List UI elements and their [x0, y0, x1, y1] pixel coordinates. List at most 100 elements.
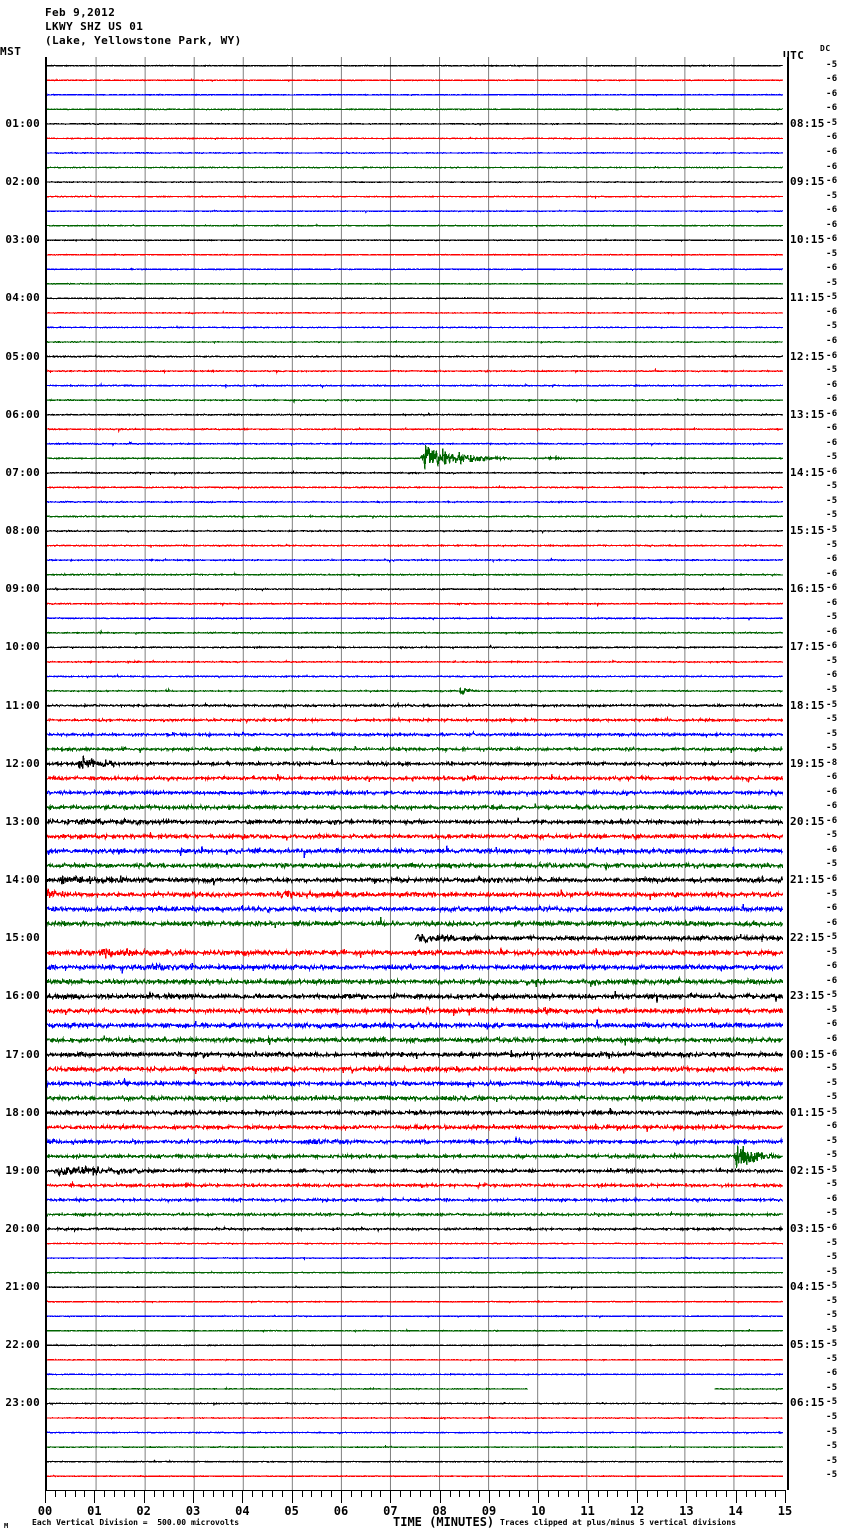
x-tick-minor [311, 1490, 312, 1497]
trace-row-31 [47, 513, 783, 520]
x-tick-minor [124, 1490, 125, 1497]
x-tick-minor [380, 1490, 381, 1497]
dc-value-row-78: -6 [826, 1193, 838, 1204]
x-tick-major [588, 1490, 589, 1503]
trace-row-36 [47, 586, 783, 592]
dc-value-row-79: -5 [826, 1208, 838, 1219]
utc-tick-label-0115: 01:15 [790, 1105, 825, 1119]
mst-tick-label-0200: 02:00 [5, 175, 40, 189]
x-axis-label-01: 01 [87, 1504, 102, 1518]
utc-tick-label-1515: 15:15 [790, 524, 825, 538]
dc-value-row-10: -6 [826, 205, 838, 216]
x-tick-major [637, 1490, 638, 1503]
dc-value-row-29: -5 [826, 481, 838, 492]
dc-value-row-51: -6 [826, 801, 838, 812]
x-tick-minor [755, 1490, 756, 1497]
trace-row-8 [47, 180, 783, 184]
trace-row-74 [47, 1136, 783, 1147]
x-tick-minor [499, 1490, 500, 1497]
dc-value-row-64: -5 [826, 990, 838, 1001]
trace-row-44 [47, 701, 783, 710]
dc-value-row-58: -6 [826, 903, 838, 914]
mst-tick-label-1600: 16:00 [5, 989, 40, 1003]
dc-value-row-42: -6 [826, 670, 838, 681]
helicorder-plot[interactable] [45, 57, 789, 1490]
trace-row-5 [47, 136, 783, 141]
trace-row-10 [47, 209, 783, 214]
dc-value-row-39: -6 [826, 626, 838, 637]
dc-value-row-60: -5 [826, 932, 838, 943]
trace-row-72 [47, 1108, 783, 1118]
x-tick-minor [173, 1490, 174, 1497]
dc-value-row-25: -6 [826, 423, 838, 434]
x-tick-minor [430, 1490, 431, 1497]
trace-row-73 [47, 1123, 783, 1132]
x-tick-minor [548, 1490, 549, 1497]
x-tick-minor [716, 1490, 717, 1497]
trace-row-19 [47, 340, 783, 344]
x-tick-minor [726, 1490, 727, 1497]
dc-value-row-91: -5 [826, 1382, 838, 1393]
dc-value-row-80: -6 [826, 1222, 838, 1233]
mst-tick-label-0900: 09:00 [5, 582, 40, 596]
dc-value-row-26: -6 [826, 437, 838, 448]
x-tick-minor [459, 1490, 460, 1497]
trace-row-79 [47, 1210, 783, 1218]
trace-row-11 [47, 223, 783, 228]
utc-tick-label-1415: 14:15 [790, 465, 825, 479]
x-tick-minor [114, 1490, 115, 1497]
dc-value-row-56: -6 [826, 874, 838, 884]
x-tick-minor [765, 1490, 766, 1497]
x-axis-title: TIME (MINUTES) [393, 1515, 495, 1529]
trace-row-97 [47, 1474, 783, 1478]
x-axis-label-00: 00 [37, 1504, 53, 1518]
trace-row-89 [47, 1358, 783, 1362]
x-tick-minor [213, 1490, 214, 1497]
dc-value-row-52: -6 [826, 815, 838, 826]
trace-row-77 [47, 1180, 783, 1190]
header-station: LKWY SHZ US 01 [45, 20, 144, 33]
x-axis-label-06: 06 [333, 1504, 349, 1518]
trace-row-39 [47, 628, 783, 636]
dc-value-row-55: -5 [826, 859, 838, 870]
dc-value-row-65: -5 [826, 1004, 838, 1015]
trace-row-32 [47, 529, 783, 535]
dc-value-row-59: -6 [826, 917, 838, 928]
x-tick-minor [627, 1490, 628, 1497]
trace-row-67 [47, 1035, 783, 1046]
dc-value-row-71: -5 [826, 1092, 838, 1103]
x-tick-major [341, 1490, 342, 1503]
dc-value-row-85: -5 [826, 1295, 838, 1306]
trace-row-96 [47, 1459, 783, 1464]
dc-value-row-49: -6 [826, 772, 838, 783]
x-tick-minor [400, 1490, 401, 1497]
x-tick-minor [519, 1490, 520, 1497]
trace-row-43 [47, 687, 783, 695]
x-axis-line [45, 1490, 785, 1491]
dc-value-row-90: -6 [826, 1368, 838, 1379]
trace-row-58 [47, 903, 783, 914]
dc-value-row-48: -8 [826, 757, 838, 768]
trace-row-41 [47, 659, 783, 665]
trace-row-15 [47, 282, 783, 286]
seismogram-traces [47, 57, 783, 1490]
x-tick-major [538, 1490, 539, 1503]
x-tick-major [736, 1490, 737, 1503]
x-axis-label-15: 15 [777, 1504, 793, 1518]
header-date: Feb 9,2012 [45, 6, 116, 19]
x-tick-major [440, 1490, 441, 1503]
dc-value-row-46: -5 [826, 728, 838, 739]
utc-tick-label-0415: 04:15 [790, 1280, 825, 1294]
trace-row-55 [47, 861, 783, 871]
trace-row-83 [47, 1270, 783, 1275]
x-tick-minor [65, 1490, 66, 1497]
mst-tick-label-0100: 01:00 [5, 116, 40, 130]
dc-value-row-84: -5 [826, 1281, 838, 1292]
dc-value-row-75: -5 [826, 1150, 838, 1161]
dc-value-row-33: -5 [826, 539, 838, 550]
x-tick-minor [558, 1490, 559, 1497]
utc-tick-label-1315: 13:15 [790, 407, 825, 421]
dc-value-row-7: -6 [826, 161, 838, 172]
dc-value-row-37: -6 [826, 597, 838, 608]
trace-row-84 [47, 1285, 783, 1290]
